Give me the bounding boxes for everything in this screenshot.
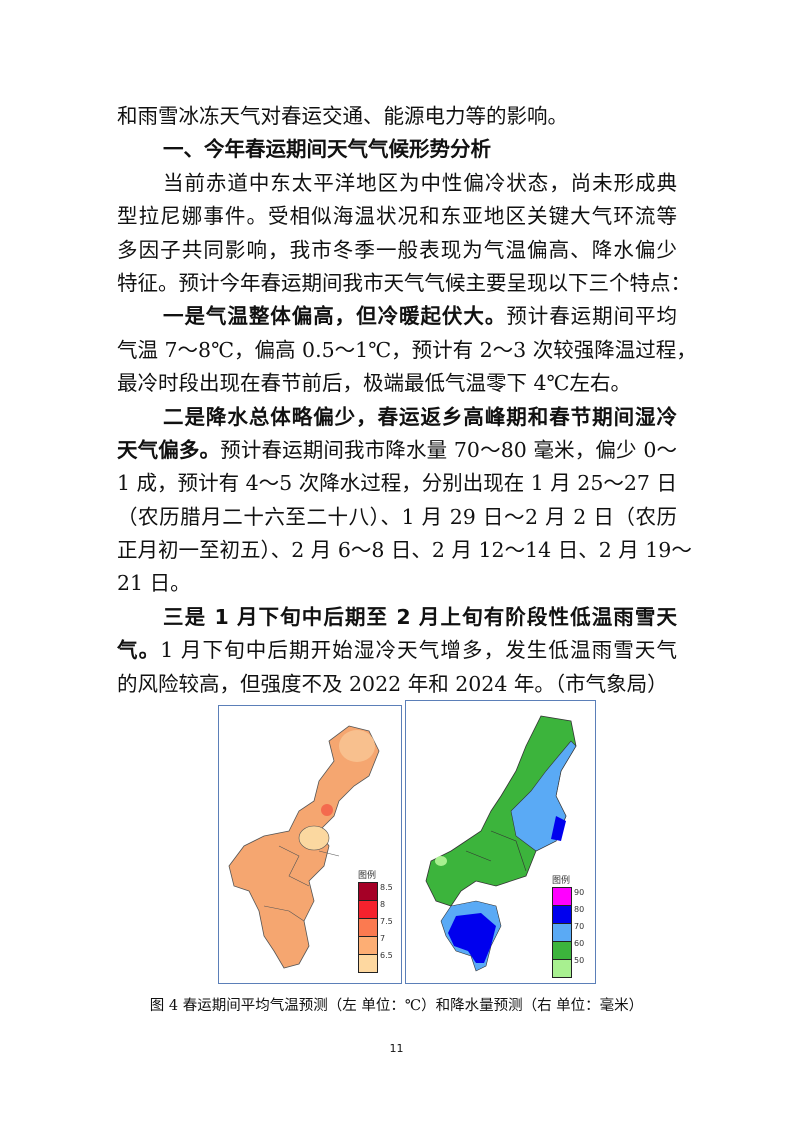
temperature-legend: 图例 8.5 8 7.5 7 6.5 xyxy=(358,868,393,973)
legend-swatch xyxy=(358,882,378,901)
legend-swatch xyxy=(552,924,572,942)
text-line: 一是气温整体偏高，但冷暖起伏大。预计春运期间平均 xyxy=(117,300,677,333)
text-segment: 1 成，预计有 4～5 次降水过程，分别出现在 1 月 25～27 日 xyxy=(117,471,677,496)
bold-lead-text: 一是气温整体偏高，但冷暖起伏大。 xyxy=(163,304,507,329)
text-segment: 1 月下旬中后期开始湿冷天气增多，发生低温雨雪天气 xyxy=(160,638,678,663)
text-line: 特征。预计今年春运期间我市天气气候主要呈现以下三个特点： xyxy=(117,267,691,300)
text-segment: 最冷时段出现在春节前后，极端最低气温零下 4℃左右。 xyxy=(117,371,631,396)
legend-label: 7.5 xyxy=(380,917,393,926)
text-line: 的风险较高，但强度不及 2022 年和 2024 年。（市气象局） xyxy=(117,668,677,701)
text-segment: 特征。预计今年春运期间我市天气气候主要呈现以下三个特点： xyxy=(117,270,691,295)
text-segment: 正月初一至初五）、2 月 6～8 日、2 月 12～14 日、2 月 19～ xyxy=(117,538,692,563)
precipitation-legend: 图例 90 80 70 60 50 xyxy=(552,873,584,978)
text-line: 正月初一至初五）、2 月 6～8 日、2 月 12～14 日、2 月 19～ xyxy=(117,534,692,567)
text-segment: 多因子共同影响，我市冬季一般表现为气温偏高、降水偏少 xyxy=(117,237,677,262)
legend-label: 70 xyxy=(574,922,585,931)
bold-lead-text: 二是降水总体略偏少，春运返乡高峰期和春节期间湿冷 xyxy=(163,404,677,429)
legend-swatch xyxy=(358,919,378,937)
text-line: 气温 7～8℃，偏高 0.5～1℃，预计有 2～3 次较强降温过程， xyxy=(117,334,697,367)
bold-lead-text: 天气偏多。 xyxy=(117,437,221,462)
legend-label: 90 xyxy=(574,888,585,897)
legend-label: 50 xyxy=(574,956,585,965)
text-line: （农历腊月二十六至二十八）、1 月 29 日～2 月 2 日（农历 xyxy=(117,501,677,534)
temperature-map-graphic xyxy=(228,725,380,969)
figure-caption: 图 4 春运期间平均气温预测（左 单位：℃）和降水量预测（右 单位：毫米） xyxy=(149,998,644,1014)
text-segment: 21 日。 xyxy=(117,571,191,596)
text-line: 最冷时段出现在春节前后，极端最低气温零下 4℃左右。 xyxy=(117,367,677,400)
text-segment: 的风险较高，但强度不及 2022 年和 2024 年。（市气象局） xyxy=(117,671,668,696)
text-line: 二是降水总体略偏少，春运返乡高峰期和春节期间湿冷 xyxy=(117,401,677,434)
legend-swatch xyxy=(358,901,378,919)
text-segment: 预计春运期间我市降水量 70～80 毫米，偏少 0～ xyxy=(220,437,678,462)
legend-swatch xyxy=(552,887,572,906)
page-number: 11 xyxy=(389,1042,404,1055)
text-line: 和雨雪冰冻天气对春运交通、能源电力等的影响。 xyxy=(117,100,677,133)
text-segment: 气温 7～8℃，偏高 0.5～1℃，预计有 2～3 次较强降温过程， xyxy=(117,337,697,362)
legend-label: 6.5 xyxy=(380,951,393,960)
legend-label: 60 xyxy=(574,939,585,948)
text-segment: 当前赤道中东太平洋地区为中性偏冷状态，尚未形成典 xyxy=(163,170,677,195)
text-line: 天气偏多。预计春运期间我市降水量 70～80 毫米，偏少 0～ xyxy=(117,434,677,467)
legend-title: 图例 xyxy=(552,876,571,886)
text-line: 气。1 月下旬中后期开始湿冷天气增多，发生低温雨雪天气 xyxy=(117,634,677,667)
document-body: 和雨雪冰冻天气对春运交通、能源电力等的影响。一、今年春运期间天气气候形势分析当前… xyxy=(117,100,697,701)
legend-label: 7 xyxy=(380,934,386,943)
legend-swatch xyxy=(358,955,378,973)
legend-swatch xyxy=(358,937,378,955)
legend-swatch xyxy=(552,906,572,924)
legend-title: 图例 xyxy=(358,871,377,881)
temperature-forecast-map: 图例 8.5 8 7.5 7 6.5 xyxy=(218,705,402,984)
text-line: 三是 1 月下旬中后期至 2 月上旬有阶段性低温雨雪天 xyxy=(117,601,677,634)
legend-label: 8.5 xyxy=(380,883,393,892)
text-segment: 一、今年春运期间天气气候形势分析 xyxy=(163,137,491,162)
text-line: 21 日。 xyxy=(117,567,677,600)
text-line: 多因子共同影响，我市冬季一般表现为气温偏高、降水偏少 xyxy=(117,234,677,267)
precipitation-map-graphic xyxy=(425,715,577,972)
text-segment: 和雨雪冰冻天气对春运交通、能源电力等的影响。 xyxy=(117,104,568,128)
legend-label: 8 xyxy=(380,900,386,909)
section-heading: 一、今年春运期间天气气候形势分析 xyxy=(117,133,677,166)
text-line: 当前赤道中东太平洋地区为中性偏冷状态，尚未形成典 xyxy=(117,167,677,200)
legend-swatch xyxy=(552,960,572,978)
bold-lead-text: 气。 xyxy=(117,638,161,663)
text-line: 1 成，预计有 4～5 次降水过程，分别出现在 1 月 25～27 日 xyxy=(117,467,677,500)
text-segment: （农历腊月二十六至二十八）、1 月 29 日～2 月 2 日（农历 xyxy=(117,504,677,529)
precipitation-forecast-map: 图例 90 80 70 60 50 xyxy=(405,700,596,984)
bold-lead-text: 三是 1 月下旬中后期至 2 月上旬有阶段性低温雨雪天 xyxy=(163,604,677,629)
legend-swatch xyxy=(552,942,572,960)
text-segment: 预计春运期间平均 xyxy=(506,304,678,329)
text-line: 型拉尼娜事件。受相似海温状况和东亚地区关键大气环流等 xyxy=(117,200,677,233)
legend-label: 80 xyxy=(574,905,585,914)
text-segment: 型拉尼娜事件。受相似海温状况和东亚地区关键大气环流等 xyxy=(117,204,677,229)
